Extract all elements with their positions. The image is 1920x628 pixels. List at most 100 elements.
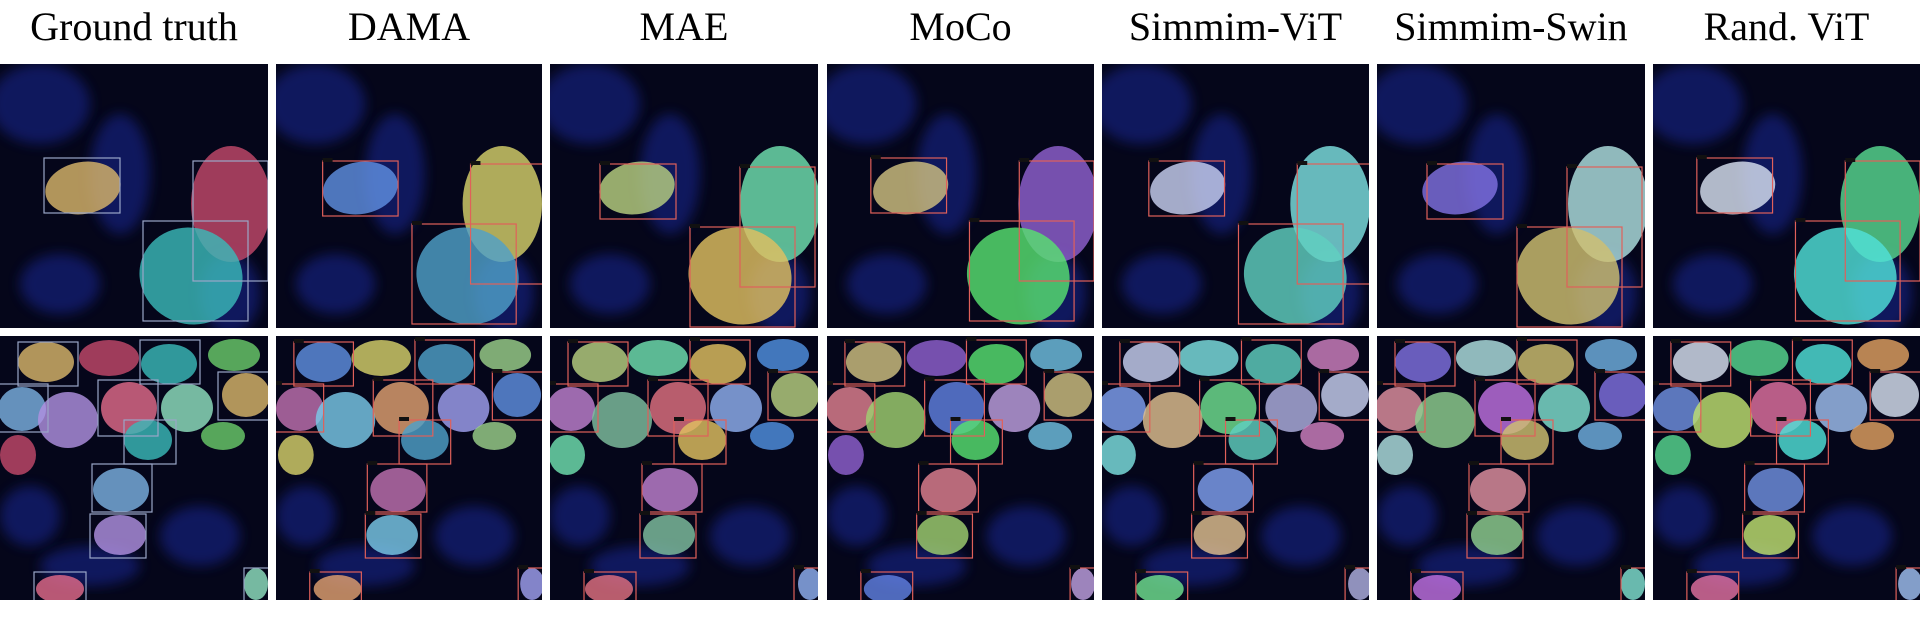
cell-mask <box>988 384 1041 432</box>
stain-blob <box>710 506 790 566</box>
bounding-box <box>583 571 637 600</box>
cell-mask <box>417 344 474 384</box>
cell-mask <box>472 422 517 450</box>
bounding-box <box>1135 571 1189 600</box>
cell-mask <box>1538 384 1590 432</box>
microscopy-image <box>550 336 818 600</box>
cell-mask <box>1243 227 1347 325</box>
bounding-box <box>689 339 751 385</box>
stain-blob <box>550 64 640 144</box>
column-label: Simmim-ViT <box>1128 4 1343 49</box>
cell-mask <box>1135 575 1184 600</box>
column-label: DAMA <box>347 4 471 49</box>
box-score-tag <box>367 461 378 465</box>
bounding-box <box>517 567 542 600</box>
bounding-box <box>918 463 980 513</box>
cell-mask <box>1193 515 1246 555</box>
box-score-tag <box>844 339 855 343</box>
cell-mask <box>1621 568 1645 600</box>
box-score-tag <box>550 381 556 385</box>
box-score-tag <box>1670 339 1681 343</box>
bounding-box <box>1594 371 1645 421</box>
bounding-box <box>827 383 876 433</box>
box-score-tag <box>1686 569 1697 573</box>
cell-mask <box>313 575 362 600</box>
box-score-tag <box>1427 161 1437 165</box>
bounding-box <box>243 567 268 600</box>
cell-mask <box>951 420 1000 460</box>
cell-mask <box>1471 515 1523 555</box>
box-score-tag <box>794 565 804 569</box>
microscopy-image <box>1377 64 1645 328</box>
bounding-box <box>91 463 153 513</box>
cell-mask <box>863 575 912 600</box>
microscopy-image <box>0 336 268 600</box>
cell-mask <box>550 435 585 475</box>
cell-mask <box>45 161 121 215</box>
box-score-tag <box>1241 337 1252 341</box>
cell-mask <box>0 387 46 431</box>
bounding-box <box>33 571 87 600</box>
bounding-box <box>1516 339 1578 385</box>
cell-mask <box>550 387 595 431</box>
box-score-tag <box>1696 155 1707 159</box>
box-score-tag <box>674 417 684 421</box>
cell-mask <box>1654 435 1691 475</box>
cell-mask <box>93 468 149 512</box>
bounding-box <box>1344 567 1369 600</box>
bounding-box <box>916 513 974 559</box>
cell-mask <box>1743 515 1796 555</box>
bounding-box <box>43 157 121 214</box>
box-score-tag <box>740 164 750 168</box>
cell-mask <box>0 435 36 475</box>
cell-mask <box>771 373 818 417</box>
bounding-box <box>97 379 159 437</box>
bounding-box <box>870 157 948 214</box>
microscopy-image <box>550 64 818 328</box>
bounding-box <box>924 379 986 437</box>
cell-mask <box>1778 420 1827 460</box>
bounding-box <box>1895 567 1920 600</box>
microscopy-image <box>276 336 542 600</box>
cell-mask <box>1795 344 1852 384</box>
cell-mask <box>1747 468 1804 512</box>
microscopy-image <box>827 336 1094 600</box>
cell-mask <box>1672 342 1729 382</box>
stain-blob <box>827 64 917 144</box>
bounding-box <box>1191 513 1249 559</box>
bounding-box <box>89 513 147 559</box>
cell-mask <box>322 161 398 215</box>
cell-mask <box>678 420 726 460</box>
cell-mask <box>479 339 532 371</box>
box-score-tag <box>916 511 927 515</box>
cell-mask <box>208 339 260 371</box>
cell-mask <box>1122 342 1179 382</box>
cell-mask <box>1692 392 1753 448</box>
box-score-tag <box>1297 161 1308 165</box>
cell-mask <box>1028 422 1073 450</box>
microscopy-image <box>1102 336 1369 600</box>
box-score-tag <box>690 224 700 228</box>
bounding-box <box>217 371 268 421</box>
cell-mask <box>1307 339 1360 371</box>
cell-mask <box>1516 227 1620 325</box>
bounding-box <box>1869 371 1920 421</box>
cell-mask <box>244 568 268 600</box>
box-score-tag <box>1135 569 1146 573</box>
cell-mask <box>966 227 1070 325</box>
cell-mask <box>1102 387 1146 431</box>
cell-mask <box>585 575 633 600</box>
box-score-tag <box>768 369 778 373</box>
bounding-box <box>1240 339 1302 385</box>
cell-mask <box>141 344 197 384</box>
cell-mask <box>94 515 146 555</box>
stain-blob <box>570 254 650 314</box>
cell-mask <box>1700 161 1776 215</box>
box-score-tag <box>1070 565 1081 569</box>
bounding-box <box>767 371 818 421</box>
result-panel-dense-cells-crop <box>1653 336 1920 600</box>
bounding-box <box>641 463 703 513</box>
microscopy-image <box>1377 336 1645 600</box>
box-score-tag <box>1621 565 1631 569</box>
